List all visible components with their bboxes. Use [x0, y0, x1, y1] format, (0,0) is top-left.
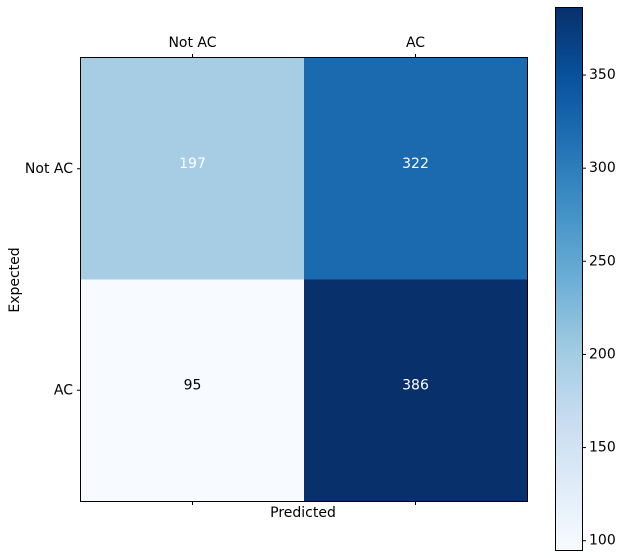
colorbar-ticks: 100 150 200 250 300 350 [582, 67, 616, 549]
x-axis-label: Predicted [270, 505, 336, 521]
colorbar-tick-label: 200 [589, 346, 616, 362]
colorbar-tick-label: 250 [589, 253, 616, 269]
heatmap-cells [81, 58, 527, 501]
y-axis-ticks: Not AC AC [25, 161, 81, 398]
cell-value-r0-c1: 322 [402, 156, 429, 172]
cell-value-r1-c0: 95 [184, 377, 202, 393]
colorbar-tick-label: 300 [589, 160, 616, 176]
colorbar [555, 7, 583, 551]
heatmap-cell-r1-c1 [304, 279, 527, 501]
heatmap-cell-r0-c1 [304, 58, 527, 280]
y-axis-label: Expected [7, 247, 23, 312]
x-axis-ticks: Not AC AC [168, 35, 425, 505]
cell-value-r1-c1: 386 [402, 377, 429, 393]
heatmap-cell-r0-c0 [81, 58, 304, 280]
cell-annotations: 197 322 95 386 [179, 156, 429, 394]
x-tick-label: AC [406, 35, 425, 51]
colorbar-tick-label: 350 [589, 67, 616, 83]
y-tick-label: AC [54, 382, 73, 398]
plot-frame [80, 57, 528, 502]
cell-value-r0-c0: 197 [179, 156, 206, 172]
y-tick-label: Not AC [25, 161, 73, 177]
heatmap-cell-r1-c0 [81, 279, 304, 501]
colorbar-tick-label: 150 [589, 440, 616, 456]
colorbar-tick-label: 100 [589, 533, 616, 549]
x-tick-label: Not AC [168, 35, 216, 51]
